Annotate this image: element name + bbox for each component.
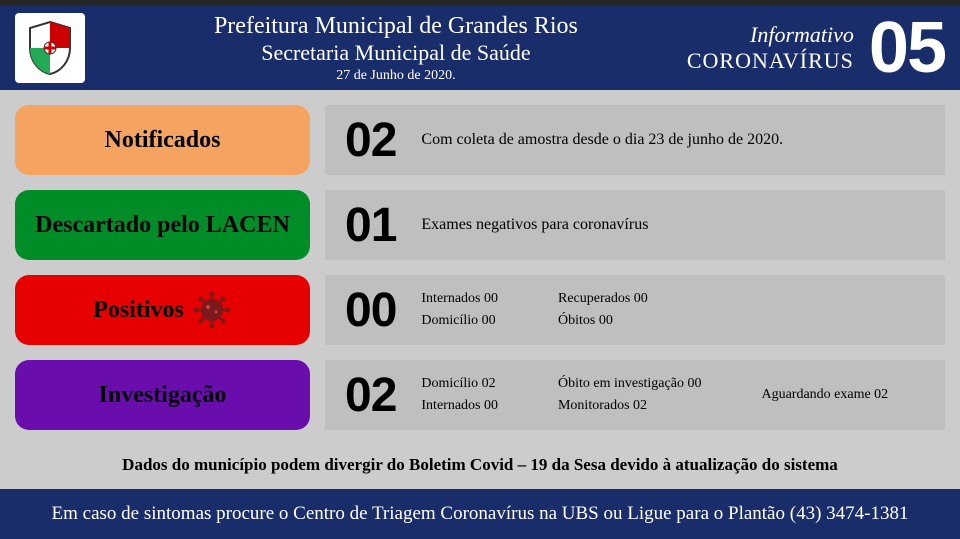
- status-label: Descartado pelo LACEN: [15, 190, 310, 260]
- status-count: 01: [345, 198, 396, 253]
- disclaimer-note: Dados do município podem divergir do Bol…: [0, 445, 960, 489]
- status-columns: Internados 00 Domicílio 00 Recuperados 00 Ó…: [421, 291, 925, 329]
- status-count: 02: [345, 113, 396, 168]
- status-detail: Óbitos 00: [558, 313, 648, 329]
- status-label: Notificados: [15, 105, 310, 175]
- status-count: 02: [345, 368, 396, 423]
- virus-icon: [192, 290, 232, 330]
- status-label-text: Descartado pelo LACEN: [35, 212, 290, 239]
- status-column: Domicílio 02 Internados 00: [421, 376, 498, 414]
- header-line1: Prefeitura Municipal de Grandes Rios: [105, 13, 687, 40]
- status-detail: Aguardando exame 02: [761, 387, 888, 403]
- status-label-text: Positivos: [93, 297, 184, 324]
- header-title-block: Prefeitura Municipal de Grandes Rios Sec…: [105, 13, 687, 84]
- info-label: Informativo: [687, 22, 854, 48]
- status-row: Notificados 02 Com coleta de amostra desde…: [15, 105, 945, 175]
- status-label: Investigação: [15, 360, 310, 430]
- status-detail: Domicílio 00: [421, 313, 498, 329]
- status-detail: Recuperados 00: [558, 291, 648, 307]
- status-data: 02 Com coleta de amostra desde o dia 23 d…: [325, 105, 945, 175]
- status-description: Com coleta de amostra desde o dia 23 de …: [421, 131, 783, 149]
- status-data: 01 Exames negativos para coronavírus: [325, 190, 945, 260]
- status-column: Recuperados 00 Óbitos 00: [558, 291, 648, 329]
- status-detail: Monitorados 02: [558, 398, 701, 414]
- status-data: 00 Internados 00 Domicílio 00 Recuperados 0…: [325, 275, 945, 345]
- header-bar: Prefeitura Municipal de Grandes Rios Sec…: [0, 0, 960, 90]
- status-label: Positivos: [15, 275, 310, 345]
- edition-number: 05: [869, 12, 945, 84]
- status-detail: Internados 00: [421, 398, 498, 414]
- info-title: CORONAVÍRUS: [687, 48, 854, 74]
- status-detail: Domicílio 02: [421, 376, 498, 392]
- header-date: 27 de Junho de 2020.: [105, 68, 687, 84]
- status-description: Exames negativos para coronavírus: [421, 216, 648, 234]
- status-column: Aguardando exame 02: [761, 376, 888, 414]
- status-row: Positivos 00 Internados 00 Domicílio 00 Recu…: [15, 275, 945, 345]
- status-detail: Internados 00: [421, 291, 498, 307]
- status-label-text: Notificados: [105, 127, 221, 154]
- status-detail: Óbito em investigação 00: [558, 376, 701, 392]
- status-column: Internados 00 Domicílio 00: [421, 291, 498, 329]
- shield-icon: [26, 20, 74, 76]
- header-right-block: Informativo CORONAVÍRUS 05: [687, 12, 945, 84]
- footer-bar: Em caso de sintomas procure o Centro de …: [0, 489, 960, 539]
- status-label-text: Investigação: [99, 382, 227, 409]
- city-emblem: [15, 13, 85, 83]
- status-columns: Domicílio 02 Internados 00 Óbito em invest…: [421, 376, 925, 414]
- status-row: Investigação 02 Domicílio 02 Internados 00 Ó…: [15, 360, 945, 430]
- status-count: 00: [345, 283, 396, 338]
- status-column: Óbito em investigação 00 Monitorados 02: [558, 376, 701, 414]
- status-row: Descartado pelo LACEN 01 Exames negativos …: [15, 190, 945, 260]
- data-rows: Notificados 02 Com coleta de amostra desde…: [0, 90, 960, 430]
- header-line2: Secretaria Municipal de Saúde: [105, 40, 687, 66]
- status-data: 02 Domicílio 02 Internados 00 Óbito em inve…: [325, 360, 945, 430]
